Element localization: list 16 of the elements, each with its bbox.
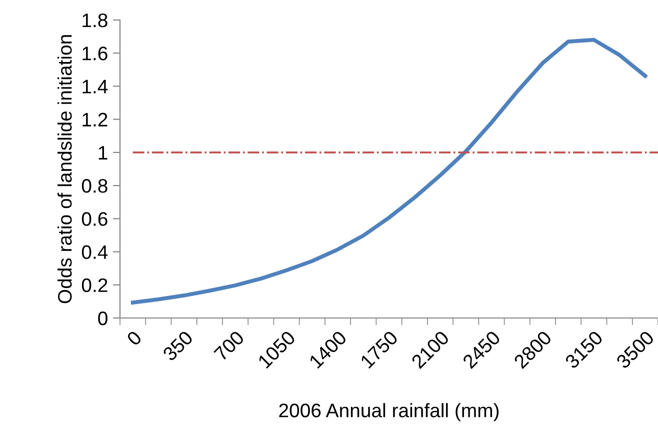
- y-tick-label: 0.4: [82, 245, 108, 260]
- x-axis-title: 2006 Annual rainfall (mm): [279, 403, 499, 422]
- y-tick-label: 1.6: [82, 46, 108, 60]
- y-tick-label: 0: [98, 311, 108, 326]
- x-tick-label: 700: [213, 330, 245, 362]
- y-tick-label: 1: [98, 146, 108, 160]
- y-tick-label: 0.2: [82, 278, 108, 292]
- line-series: [130, 38, 648, 305]
- y-tick-label: 1.4: [82, 80, 108, 94]
- y-tick-label: 0.6: [82, 212, 108, 226]
- x-tick-label: 350: [162, 330, 194, 362]
- y-axis-title: Odds ratio of landslide initiation: [57, 35, 72, 304]
- y-tick-label: 1.8: [82, 13, 108, 28]
- x-tick-label: 0: [126, 330, 142, 346]
- y-tick-label: 0.8: [82, 179, 108, 193]
- y-tick-label: 1.2: [82, 112, 108, 126]
